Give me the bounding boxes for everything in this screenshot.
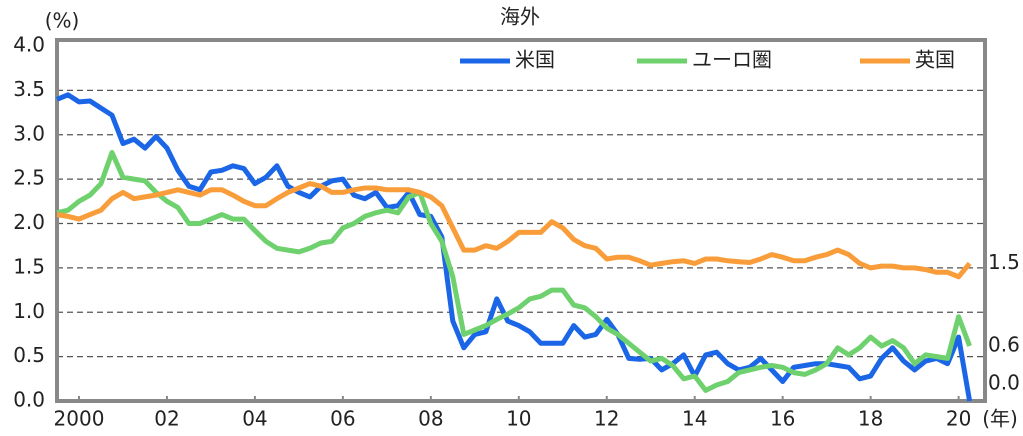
x-tick-label: 08 xyxy=(418,407,443,431)
x-tick-label: 02 xyxy=(154,407,179,431)
end-label: 0.6 xyxy=(988,332,1020,356)
plot-frame xyxy=(55,38,987,403)
x-tick-label: 16 xyxy=(770,407,795,431)
chart-title: 海外 xyxy=(500,5,540,29)
x-tick-label: 18 xyxy=(858,407,883,431)
end-label: 1.5 xyxy=(988,250,1020,274)
x-tick-label: 20 xyxy=(946,407,971,431)
y-tick-label: 2.5 xyxy=(13,166,45,190)
y-tick-label: 2.0 xyxy=(13,210,45,234)
end-label: 0.0 xyxy=(988,371,1020,395)
y-tick-label: 1.5 xyxy=(13,254,45,278)
x-tick-label: 04 xyxy=(242,407,267,431)
legend-label: 英国 xyxy=(915,48,955,72)
y-tick-label: 1.0 xyxy=(13,299,45,323)
y-tick-label: 4.0 xyxy=(13,33,45,57)
legend-label: 米国 xyxy=(515,48,555,72)
x-tick-label: 12 xyxy=(594,407,619,431)
legend-label: ユーロ圏 xyxy=(692,48,772,72)
series-line xyxy=(56,92,973,402)
x-tick-label: 2000 xyxy=(54,407,105,431)
y-tick-label: 0.5 xyxy=(13,343,45,367)
series-line xyxy=(56,150,972,393)
y-tick-label: 0.0 xyxy=(13,388,45,412)
y-tick-label: 3.5 xyxy=(13,77,45,101)
y-tick-label: 3.0 xyxy=(13,121,45,145)
x-tick-label: 06 xyxy=(330,407,355,431)
series-line xyxy=(56,181,972,280)
x-axis-unit: (年) xyxy=(982,407,1018,431)
x-tick-label: 10 xyxy=(506,407,531,431)
y-axis-unit: (%) xyxy=(45,9,80,33)
x-tick-label: 14 xyxy=(682,407,707,431)
